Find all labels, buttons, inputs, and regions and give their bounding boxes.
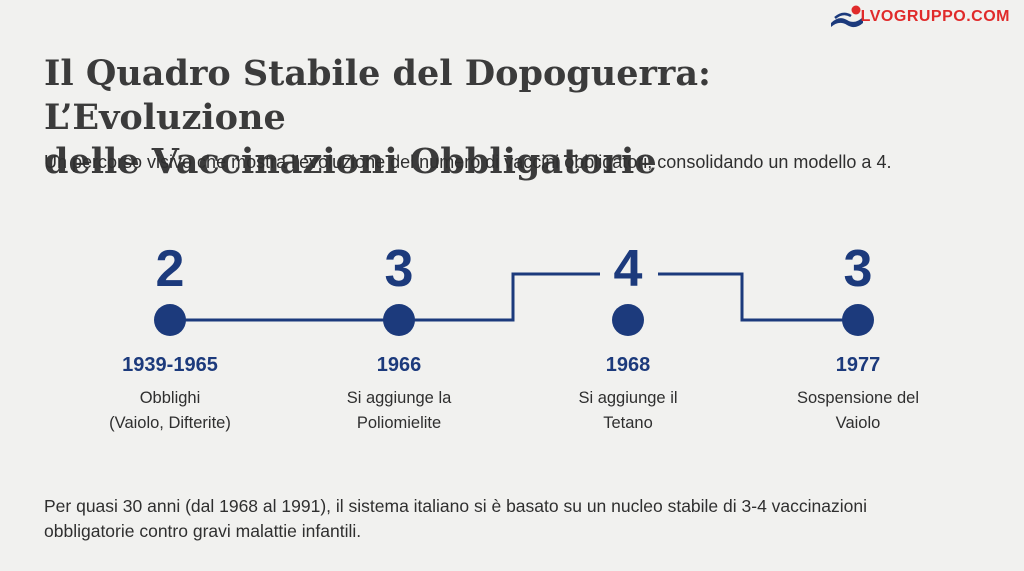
milestone-count: 4 — [614, 240, 643, 298]
milestone-year: 1966 — [377, 354, 422, 376]
milestone-1977: 3 1977 Sospensione del Vaiolo — [797, 240, 919, 432]
milestone-description-line-1: Si aggiunge la — [347, 389, 452, 407]
milestone-dot — [612, 304, 644, 336]
milestone-description-line-2: Vaiolo — [836, 414, 881, 432]
milestone-dot — [842, 304, 874, 336]
page-subtitle: Un percorso visivo che mostra l’evoluzio… — [44, 152, 892, 172]
milestone-year: 1968 — [606, 354, 651, 376]
milestone-year: 1977 — [836, 354, 881, 376]
footer-summary-line-2: obbligatorie contro gravi malattie infan… — [44, 521, 362, 541]
milestone-description-line-2: (Vaiolo, Difterite) — [109, 414, 231, 432]
footer-summary: Per quasi 30 anni (dal 1968 al 1991), il… — [44, 494, 984, 544]
milestone-1939-1965: 2 1939-1965 Obblighi (Vaiolo, Difterite) — [109, 240, 231, 432]
timeline-step-line — [170, 272, 858, 322]
milestone-dot — [154, 304, 186, 336]
swimmer-wave-logo-icon — [830, 5, 863, 28]
milestone-count: 2 — [156, 240, 185, 298]
milestone-description-line-2: Poliomielite — [357, 414, 441, 432]
milestone-description-line-2: Tetano — [603, 414, 653, 432]
milestone-1968: 4 1968 Si aggiunge il Tetano — [578, 240, 677, 432]
milestone-description-line-1: Sospensione del — [797, 389, 919, 407]
brand-logo: LVOGRUPPO.COM — [829, 3, 1010, 31]
milestone-dot — [383, 304, 415, 336]
milestone-description-line-1: Si aggiunge il — [578, 389, 677, 407]
brand-logo-text: LVOGRUPPO.COM — [860, 8, 1010, 25]
page-title: Il Quadro Stabile del Dopoguerra: L’Evol… — [44, 52, 944, 184]
milestone-year: 1939-1965 — [122, 354, 218, 376]
footer-summary-line-1: Per quasi 30 anni (dal 1968 al 1991), il… — [44, 496, 867, 516]
milestone-1966: 3 1966 Si aggiunge la Poliomielite — [347, 240, 452, 432]
milestone-description-line-1: Obblighi — [140, 389, 201, 407]
milestone-count: 3 — [844, 240, 873, 298]
page-title-line-2: delle Vaccinazioni Obbligatorie — [44, 141, 657, 182]
page-title-line-1: Il Quadro Stabile del Dopoguerra: L’Evol… — [44, 53, 711, 138]
milestone-count: 3 — [385, 240, 414, 298]
